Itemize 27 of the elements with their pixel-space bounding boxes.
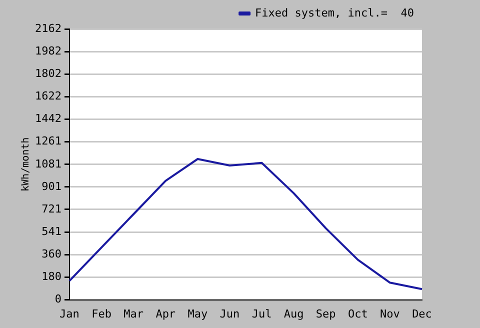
y-tick-label: 180: [42, 270, 62, 284]
x-tick-label: Sep: [316, 307, 336, 320]
x-tick-label: Nov: [380, 307, 400, 320]
x-tick-label: Mar: [124, 307, 144, 320]
y-axis-title: kWh/month: [20, 137, 32, 192]
x-tick-label: Oct: [348, 307, 368, 320]
x-tick-label: Apr: [156, 307, 176, 320]
y-tick-label: 1802: [34, 66, 62, 80]
x-tick-label: Jan: [60, 307, 80, 320]
x-tick-label: Dec: [412, 307, 432, 320]
y-tick-label: 721: [42, 202, 62, 216]
y-tick-label: 901: [42, 180, 62, 193]
x-tick-label: Jun: [220, 307, 240, 320]
y-tick-label: 1081: [34, 157, 62, 170]
y-tick-label: 1982: [34, 44, 62, 58]
legend-label: Fixed system, incl.= 40: [255, 6, 414, 20]
y-tick-label: 360: [42, 248, 62, 261]
y-tick-label: 541: [42, 224, 62, 238]
y-tick-label: 1622: [34, 89, 62, 102]
x-tick-label: Feb: [92, 307, 112, 320]
x-tick-label: Aug: [284, 307, 304, 320]
y-tick-label: 0: [54, 292, 62, 306]
x-tick-label: Jul: [252, 307, 272, 320]
y-tick-label: 1261: [34, 134, 62, 148]
y-tick-label: 1442: [34, 112, 62, 126]
y-tick-label: 2162: [34, 22, 62, 35]
x-tick-label: May: [188, 307, 208, 320]
